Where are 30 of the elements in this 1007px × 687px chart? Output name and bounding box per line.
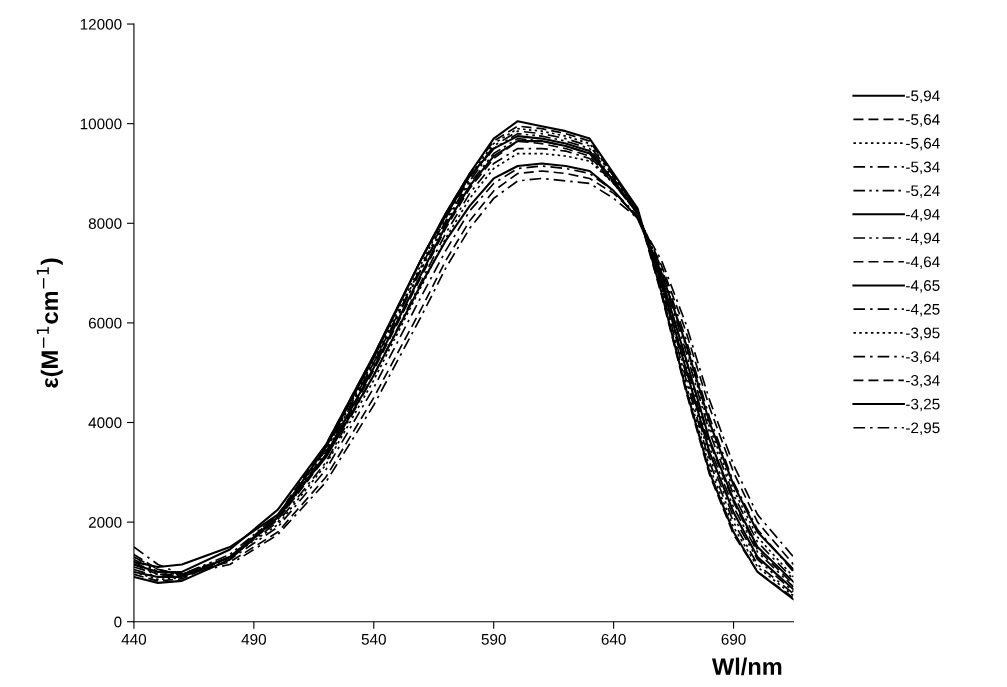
x-tick-label: 640 [601,633,626,645]
legend-label: -5,64 [906,137,940,151]
y-axis-title: ε(M$^{−1}$cm$^{−1}$) [36,258,63,388]
x-tick-label: 590 [481,633,506,645]
legend-label: -4,94 [906,232,940,246]
x-tick-label: 690 [721,633,746,645]
legend-label: -4,65 [906,280,940,293]
legend-label: -3,25 [906,398,940,412]
legend-label: -3,64 [906,351,940,364]
legend-label: -4,25 [906,303,940,317]
legend-label: -4,64 [906,256,940,270]
legend-label: -3,34 [906,374,940,388]
y-tick-label: 6000 [88,317,122,329]
legend-label: -3,95 [906,327,940,341]
y-tick-label: 4000 [88,417,122,429]
legend-label: -5,34 [906,161,940,175]
y-tick-label: 12000 [80,18,122,30]
legend-label: -5,94 [906,90,940,104]
x-tick-label: 540 [361,633,386,645]
legend-label: -2,95 [906,422,940,436]
legend-label: -5,24 [906,185,940,198]
y-tick-label: 2000 [88,516,122,528]
x-tick-label: 490 [241,633,266,645]
legend-label: -4,94 [906,208,940,222]
y-tick-label: 10000 [80,118,122,130]
legend-label: -5,64 [906,114,940,127]
x-axis-title: Wl/nm [711,657,782,676]
x-tick-label: 440 [121,633,147,645]
y-tick-label: 0 [114,616,122,628]
y-tick-label: 8000 [88,218,122,229]
